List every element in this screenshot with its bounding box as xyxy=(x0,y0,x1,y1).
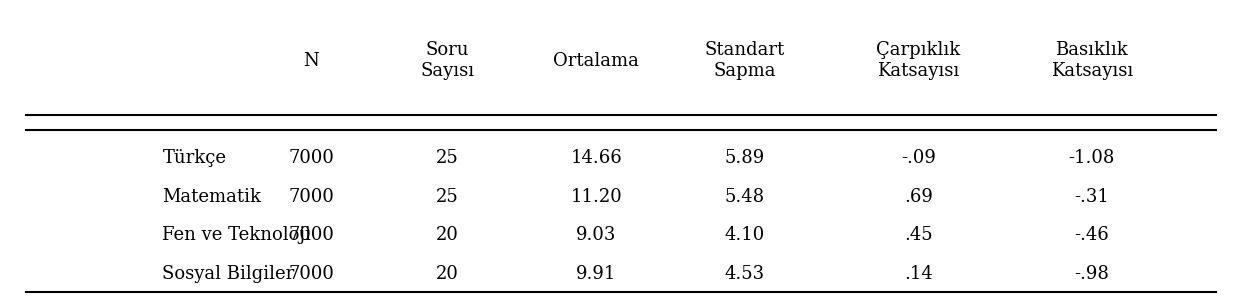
Text: Fen ve Teknoloji: Fen ve Teknoloji xyxy=(163,226,312,244)
Text: 5.48: 5.48 xyxy=(725,188,765,206)
Text: -.46: -.46 xyxy=(1074,226,1109,244)
Text: 4.53: 4.53 xyxy=(725,265,765,283)
Text: .45: .45 xyxy=(904,226,933,244)
Text: 7000: 7000 xyxy=(288,226,334,244)
Text: 14.66: 14.66 xyxy=(570,150,622,167)
Text: Matematik: Matematik xyxy=(163,188,262,206)
Text: Ortalama: Ortalama xyxy=(553,52,640,70)
Text: 7000: 7000 xyxy=(288,150,334,167)
Text: N: N xyxy=(303,52,319,70)
Text: 9.03: 9.03 xyxy=(576,226,616,244)
Text: .69: .69 xyxy=(904,188,933,206)
Text: Sosyal Bilgiler: Sosyal Bilgiler xyxy=(163,265,294,283)
Text: -.09: -.09 xyxy=(900,150,936,167)
Text: 20: 20 xyxy=(436,226,460,244)
Text: .14: .14 xyxy=(904,265,933,283)
Text: 25: 25 xyxy=(436,150,458,167)
Text: 4.10: 4.10 xyxy=(725,226,765,244)
Text: 7000: 7000 xyxy=(288,265,334,283)
Text: -.31: -.31 xyxy=(1074,188,1109,206)
Text: 11.20: 11.20 xyxy=(570,188,622,206)
Text: 25: 25 xyxy=(436,188,458,206)
Text: Türkçe: Türkçe xyxy=(163,150,226,167)
Text: Çarpıklık
Katsayısı: Çarpıklık Katsayısı xyxy=(877,41,960,80)
Text: Basıklık
Katsayısı: Basıklık Katsayısı xyxy=(1051,41,1133,80)
Text: 5.89: 5.89 xyxy=(725,150,765,167)
Text: -1.08: -1.08 xyxy=(1068,150,1115,167)
Text: 9.91: 9.91 xyxy=(576,265,616,283)
Text: -.98: -.98 xyxy=(1074,265,1109,283)
Text: 7000: 7000 xyxy=(288,188,334,206)
Text: Standart
Sapma: Standart Sapma xyxy=(704,41,785,80)
Text: Soru
Sayısı: Soru Sayısı xyxy=(421,41,474,80)
Text: 20: 20 xyxy=(436,265,460,283)
